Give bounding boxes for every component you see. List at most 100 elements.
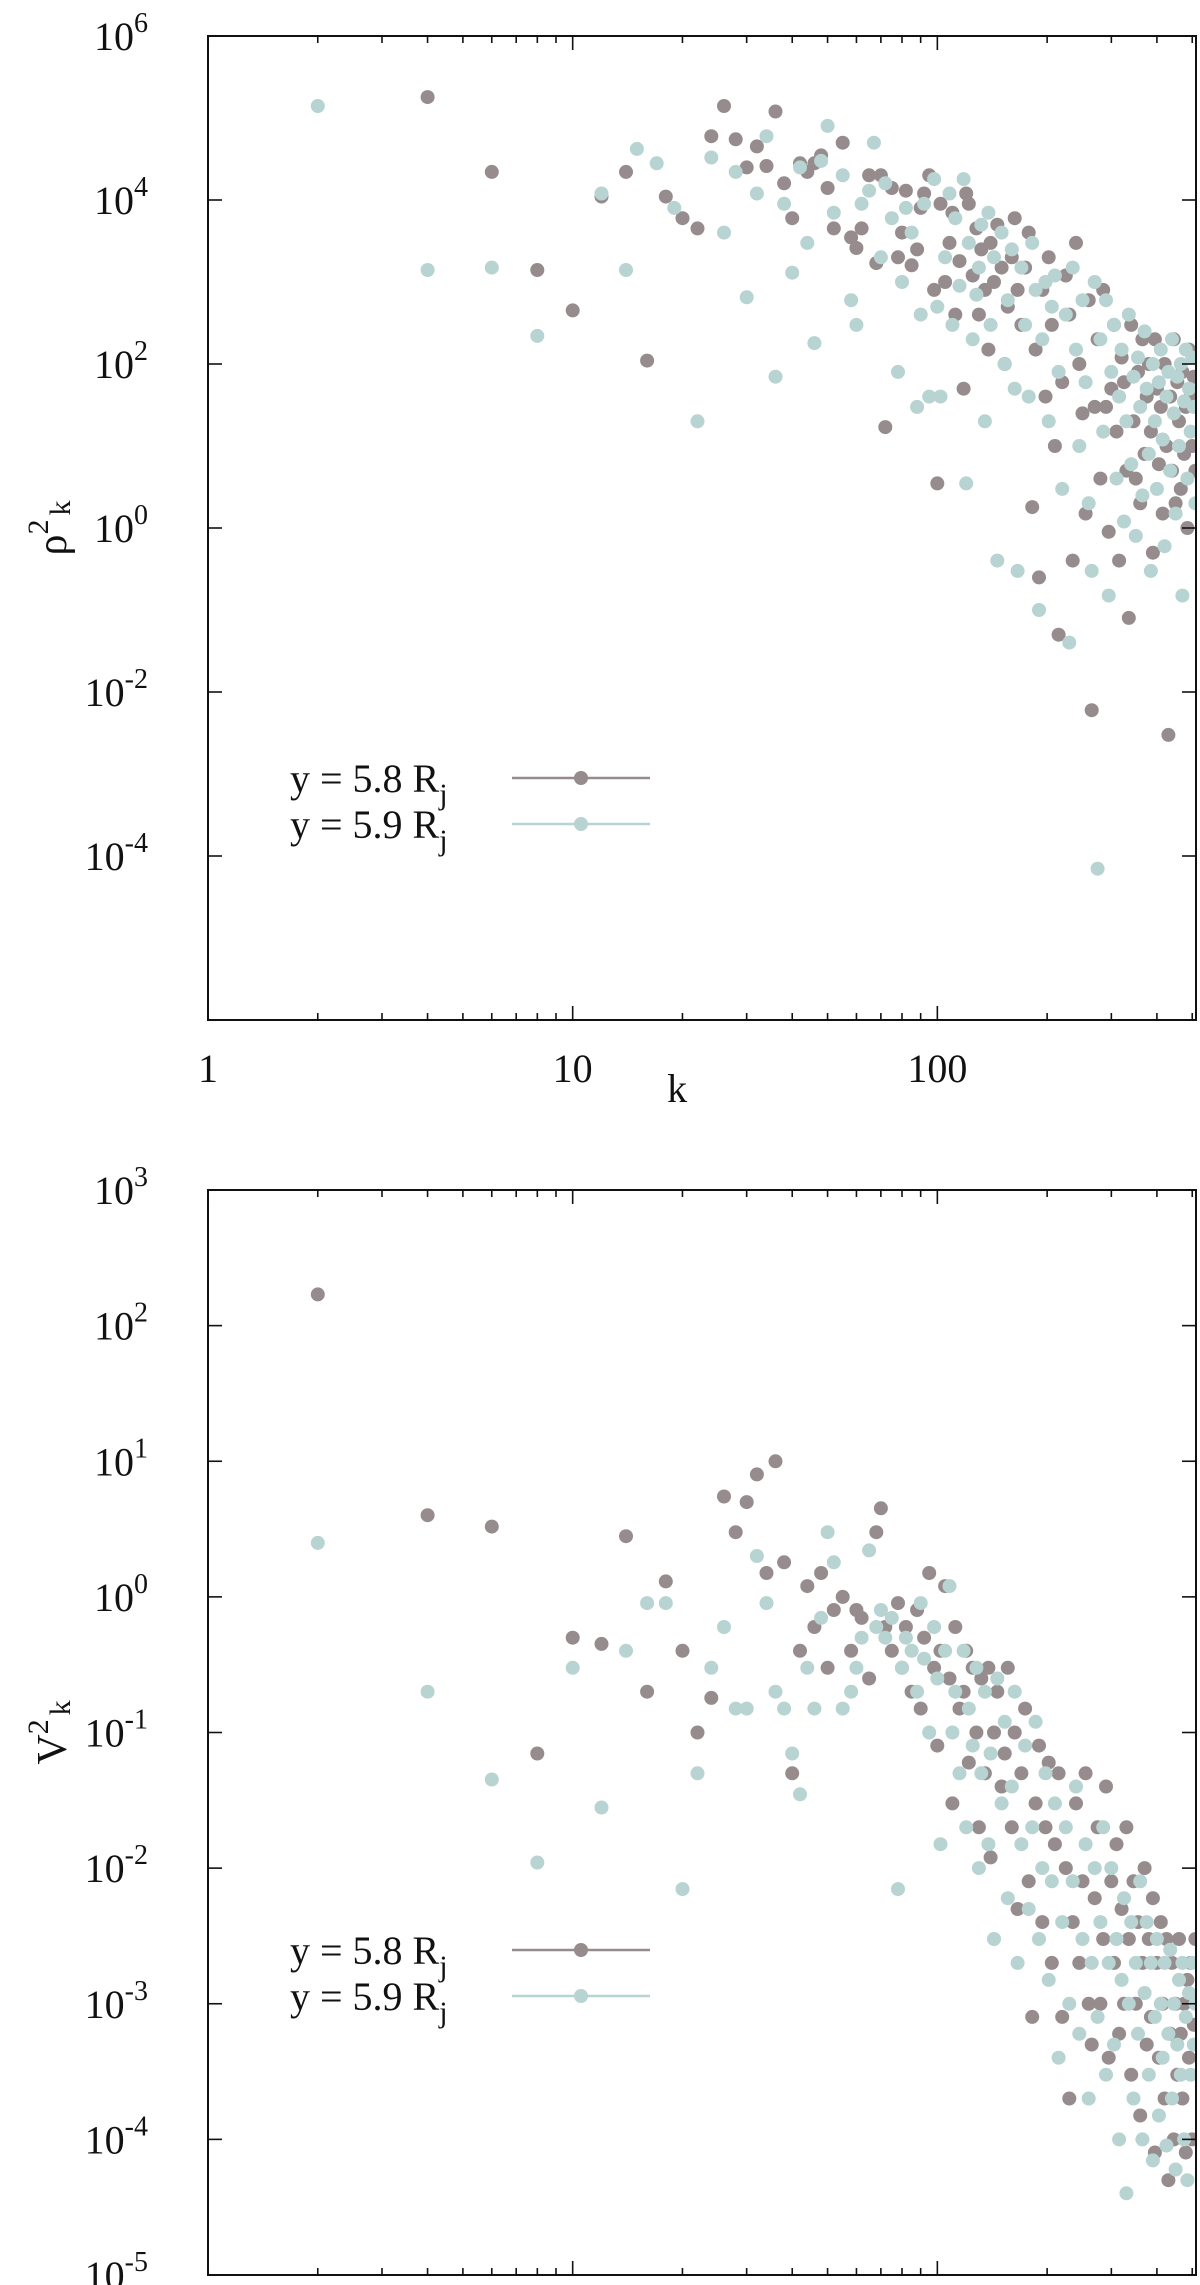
data-point — [866, 135, 881, 150]
data-point — [1065, 1915, 1080, 1930]
data-point — [862, 168, 877, 183]
data-point — [629, 141, 644, 156]
data-point — [994, 1796, 1009, 1811]
data-point — [1014, 1766, 1029, 1781]
data-point — [1175, 1955, 1190, 1970]
data-point — [1093, 471, 1108, 486]
data-point — [948, 1684, 963, 1699]
data-point — [1035, 332, 1050, 347]
data-point — [835, 135, 850, 150]
data-point — [1175, 588, 1190, 603]
data-point — [1183, 424, 1196, 439]
data-point — [717, 99, 731, 113]
data-point — [1065, 1874, 1080, 1889]
data-point — [884, 1643, 899, 1658]
data-point — [594, 1636, 609, 1651]
data-point — [1007, 381, 1022, 396]
data-point — [1121, 1932, 1136, 1946]
data-point — [777, 1701, 792, 1716]
data-point — [956, 172, 971, 187]
data-point — [777, 1555, 792, 1570]
data-point — [1186, 399, 1196, 414]
data-point — [728, 1525, 743, 1540]
data-point — [1145, 545, 1160, 560]
data-point — [969, 287, 984, 302]
data-point — [1038, 389, 1053, 404]
data-point — [961, 235, 976, 250]
data-point — [1114, 1972, 1129, 1987]
data-point — [938, 1643, 953, 1658]
data-point — [1139, 381, 1154, 396]
data-point — [994, 225, 1009, 240]
data-point — [1182, 1986, 1196, 2000]
data-point — [1185, 1955, 1196, 1970]
data-point — [1139, 2037, 1154, 2052]
data-point — [759, 129, 774, 144]
data-point — [814, 153, 829, 168]
legend-marker — [574, 771, 588, 785]
data-point — [1044, 1874, 1059, 1889]
data-point — [945, 1796, 960, 1811]
data-point — [675, 211, 690, 226]
data-point — [1182, 381, 1196, 396]
data-point — [1137, 324, 1152, 339]
data-point — [1188, 496, 1196, 511]
data-point — [565, 1630, 580, 1645]
data-point — [1143, 563, 1158, 578]
data-point — [1004, 242, 1019, 257]
data-points — [310, 1287, 1196, 2201]
y-tick-label: 10-1 — [85, 1705, 148, 1756]
data-point — [884, 1610, 899, 1625]
data-point — [785, 1766, 800, 1781]
data-point — [1051, 627, 1066, 642]
data-point — [717, 1620, 731, 1634]
data-point — [913, 1596, 928, 1611]
data-point — [814, 1566, 829, 1580]
data-point — [1035, 1915, 1050, 1930]
data-point — [942, 186, 957, 201]
data-point — [1172, 439, 1186, 453]
data-point — [959, 476, 974, 491]
data-point — [1151, 2108, 1166, 2123]
data-point — [1147, 414, 1162, 429]
data-point — [930, 1738, 945, 1753]
data-point — [619, 164, 633, 179]
data-point — [739, 160, 754, 175]
data-point — [965, 1738, 980, 1753]
data-point — [530, 1855, 545, 1870]
data-point — [942, 1579, 957, 1594]
data-point — [739, 1495, 754, 1510]
y-tick-label: 101 — [94, 1433, 148, 1484]
data-point — [1186, 2037, 1196, 2052]
data-point — [484, 1519, 499, 1534]
data-point — [1112, 553, 1127, 568]
data-point — [895, 275, 909, 289]
data-point — [965, 332, 980, 347]
data-point — [862, 1671, 877, 1686]
data-point — [807, 336, 822, 351]
data-point — [1014, 260, 1029, 275]
data-point — [717, 225, 731, 240]
data-point — [1119, 1820, 1134, 1835]
data-point — [1028, 1714, 1043, 1729]
data-point — [1124, 2067, 1139, 2082]
data-point — [1178, 2145, 1193, 2160]
data-point — [1165, 332, 1179, 347]
data-point — [1153, 342, 1168, 357]
data-point — [1090, 2009, 1105, 2024]
data-point — [974, 217, 989, 232]
data-point — [938, 275, 953, 289]
data-point — [704, 150, 719, 165]
data-point — [854, 1610, 869, 1625]
data-point — [917, 1651, 932, 1666]
data-point — [1007, 1684, 1022, 1699]
data-point — [1126, 369, 1141, 384]
data-point — [1075, 293, 1090, 308]
data-point — [1145, 1891, 1160, 1906]
data-point — [1018, 317, 1033, 332]
data-point — [1139, 1915, 1154, 1930]
data-point — [1021, 1902, 1036, 1916]
chart-top: 1 10 100 10-4 10-2 100 102 104 106 k ρ2k y = 5.8 Rj… — [22, 8, 1197, 1111]
data-point — [484, 1772, 499, 1787]
data-point — [420, 1684, 435, 1699]
